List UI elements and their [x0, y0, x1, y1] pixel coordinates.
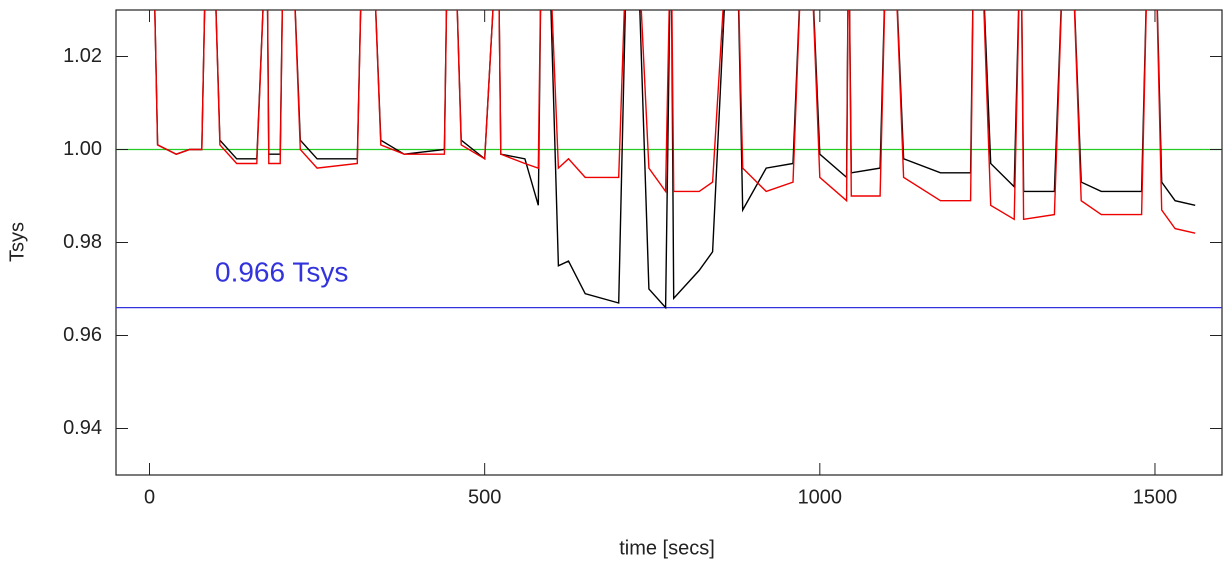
y-tick-label: 1.00: [63, 138, 102, 160]
data-line: [154, 10, 1196, 310]
x-tick-label: 0: [144, 486, 155, 508]
y-tick-label: 0.96: [63, 324, 102, 346]
y-tick-label: 0.94: [63, 417, 102, 439]
x-tick-label: 1500: [1133, 486, 1178, 508]
data-line: [154, 10, 1196, 234]
x-axis-label: time [secs]: [619, 537, 715, 559]
x-tick-label: 500: [468, 486, 501, 508]
x-tick-label: 1000: [798, 486, 843, 508]
annotation: 0.966 Tsys: [215, 256, 348, 287]
plot-area: [116, 10, 1222, 310]
y-tick-label: 0.98: [63, 231, 102, 253]
y-axis-label: Tsys: [6, 222, 28, 262]
y-tick-label: 1.02: [63, 45, 102, 67]
